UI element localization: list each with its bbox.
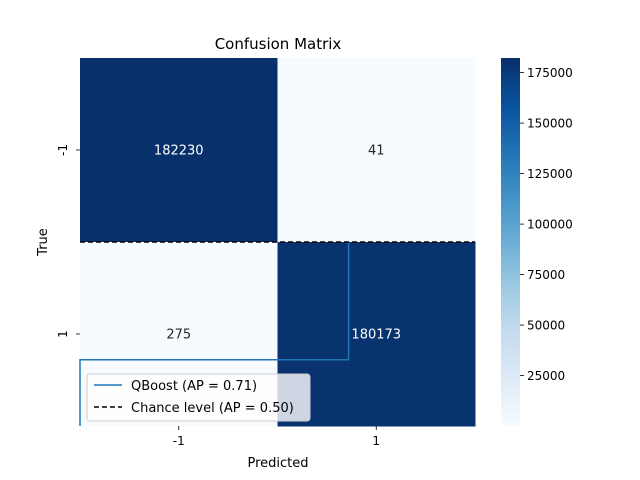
heatmap-cell (80, 58, 278, 243)
colorbar-tick-label: 125000 (527, 167, 573, 181)
y-axis-label: True (36, 228, 51, 257)
colorbar-tick-label: 75000 (527, 268, 565, 282)
legend-entry-qboost: QBoost (AP = 0.71) (131, 379, 257, 394)
x-axis-ticks: -1 1 (173, 426, 380, 448)
y-tick-label: 1 (56, 330, 70, 338)
y-tick-label: -1 (56, 144, 70, 156)
qboost-curve-line (79, 242, 350, 426)
colorbar-ticks: 25000 50000 75000 100000 125000 150000 175000 (520, 66, 573, 383)
x-tick-label: -1 (173, 434, 185, 448)
legend-entry-chance: Chance level (AP = 0.50) (131, 401, 294, 416)
x-tick-label: 1 (372, 434, 380, 448)
legend-box (86, 373, 311, 422)
colorbar-tick-label: 100000 (527, 218, 573, 232)
curve-overlay (79, 241, 475, 426)
colorbar-tick-label: 25000 (527, 369, 565, 383)
heatmap-cell (277, 58, 476, 243)
colorbar (501, 58, 520, 426)
cell-value-label: 41 (368, 144, 385, 159)
legend: QBoost (AP = 0.71) Chance level (AP = 0.… (86, 373, 311, 422)
cell-value-label: 180173 (351, 328, 401, 343)
cell-value-label: 182230 (154, 144, 204, 159)
colorbar-tick-label: 150000 (527, 117, 573, 131)
y-axis-ticks: -1 1 (56, 144, 80, 338)
chart-title: Confusion Matrix (215, 35, 342, 53)
cell-value-label: 275 (166, 328, 191, 343)
colorbar-tick-label: 50000 (527, 319, 565, 333)
x-axis-label: Predicted (247, 456, 308, 471)
colorbar-tick-label: 175000 (527, 66, 573, 80)
